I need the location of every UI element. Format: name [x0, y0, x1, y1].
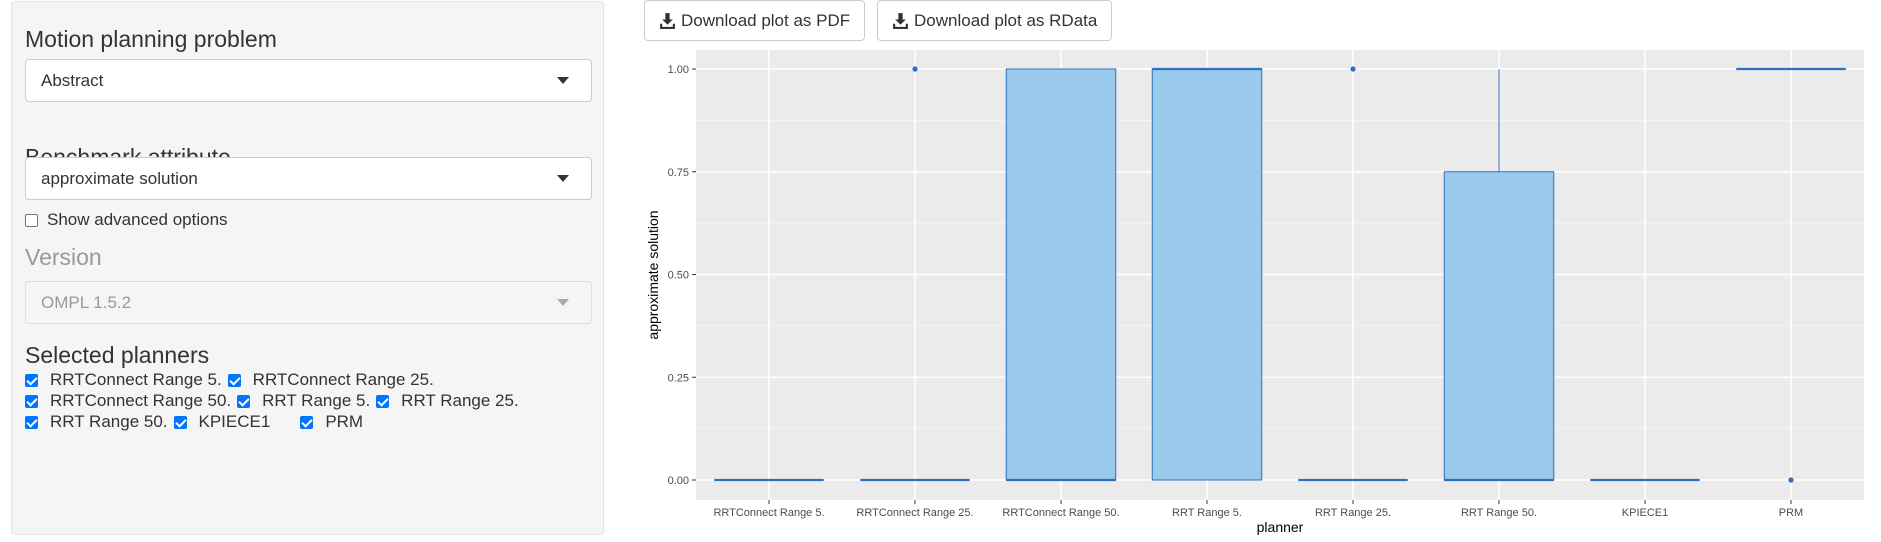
planner-checkbox[interactable] [300, 415, 314, 429]
planner-label: RRTConnect Range 5. [50, 370, 222, 389]
planner-label: RRT Range 25. [401, 391, 519, 410]
x-tick-label: KPIECE1 [1622, 507, 1668, 519]
planners-title: Selected planners [25, 342, 210, 368]
chevron-down-icon [557, 175, 569, 182]
planner-label: KPIECE1 [198, 412, 271, 431]
x-tick-label: RRT Range 25. [1315, 507, 1391, 519]
problem-select[interactable]: Abstract [25, 59, 592, 102]
box-body [1005, 68, 1117, 481]
planner-option[interactable]: RRT Range 25. [376, 391, 519, 411]
planner-checkbox[interactable] [173, 415, 187, 429]
y-axis-title: approximate solution [645, 210, 661, 339]
x-tick-label: RRT Range 50. [1461, 507, 1537, 519]
download-icon [660, 13, 675, 29]
planner-checkbox[interactable] [25, 373, 38, 387]
planner-checkbox[interactable] [227, 373, 241, 387]
problem-title: Motion planning problem [25, 26, 277, 52]
planner-option[interactable]: PRM [300, 412, 363, 432]
y-tick-label: 0.50 [668, 270, 689, 282]
chevron-down-icon [557, 299, 569, 306]
planner-label: RRT Range 50. [50, 412, 168, 431]
x-tick-label: RRTConnect Range 50. [1002, 507, 1119, 519]
x-tick-label: PRM [1779, 507, 1803, 519]
box-body [1151, 68, 1263, 481]
y-tick-label: 0.75 [668, 167, 689, 179]
download-rdata-button[interactable]: Download plot as RData [877, 0, 1113, 41]
outlier-point [912, 66, 918, 72]
planner-checkbox[interactable] [376, 394, 390, 408]
download-pdf-button[interactable]: Download plot as PDF [644, 0, 866, 41]
problem-select-value: Abstract [41, 71, 104, 90]
planner-checkbox[interactable] [237, 394, 251, 408]
sidebar-panel: Motion planning problem Abstract Benchma… [11, 1, 604, 535]
y-tick-label: 0.25 [668, 372, 689, 384]
version-select: OMPL 1.5.2 [25, 281, 592, 324]
planner-row-2: RRTConnect Range 50. RRT Range 5. RRT Ra… [25, 391, 525, 411]
x-axis-title: planner [1257, 519, 1304, 535]
planner-label: PRM [325, 412, 364, 431]
box-body [1443, 171, 1555, 481]
x-tick-label: RRTConnect Range 5. [713, 507, 824, 519]
download-rdata-label: Download plot as RData [914, 10, 1098, 30]
advanced-options-label: Show advanced options [47, 210, 228, 229]
outlier-point [1350, 66, 1356, 72]
attribute-select-value: approximate solution [41, 169, 198, 188]
planner-checkbox[interactable] [25, 394, 38, 408]
planner-row-3: RRT Range 50. KPIECE1 PRM [25, 412, 369, 432]
attribute-select[interactable]: approximate solution [25, 157, 592, 200]
planner-label: RRTConnect Range 50. [50, 391, 232, 410]
chevron-down-icon [557, 77, 569, 84]
version-select-value: OMPL 1.5.2 [41, 293, 132, 312]
advanced-options-row[interactable]: Show advanced options [25, 210, 228, 230]
download-icon [893, 13, 908, 29]
planner-option[interactable]: RRTConnect Range 25. [227, 370, 434, 390]
planner-label: RRTConnect Range 25. [252, 370, 434, 389]
planner-option[interactable]: RRTConnect Range 50. [25, 391, 231, 411]
y-tick-label: 1.00 [668, 64, 689, 76]
planner-option[interactable]: KPIECE1 [173, 412, 271, 432]
planner-row-1: RRTConnect Range 5. RRTConnect Range 25. [25, 370, 440, 390]
download-pdf-label: Download plot as PDF [681, 10, 851, 30]
x-tick-label: RRTConnect Range 25. [856, 507, 973, 519]
boxplot-chart: 0.00 0.25 0.50 0.75 1.00 RRTConnect Range 5. R… [645, 50, 1864, 535]
planner-option[interactable]: RRTConnect Range 5. [25, 370, 222, 390]
version-title: Version [25, 244, 102, 270]
advanced-options-checkbox[interactable] [25, 213, 38, 227]
y-tick-label: 0.00 [668, 475, 689, 487]
planner-option[interactable]: RRT Range 50. [25, 412, 168, 432]
planner-option[interactable]: RRT Range 5. [237, 391, 370, 411]
x-tick-label: RRT Range 5. [1172, 507, 1242, 519]
planner-label: RRT Range 5. [262, 391, 371, 410]
planner-checkbox[interactable] [25, 415, 38, 429]
outlier-point [1788, 477, 1794, 483]
